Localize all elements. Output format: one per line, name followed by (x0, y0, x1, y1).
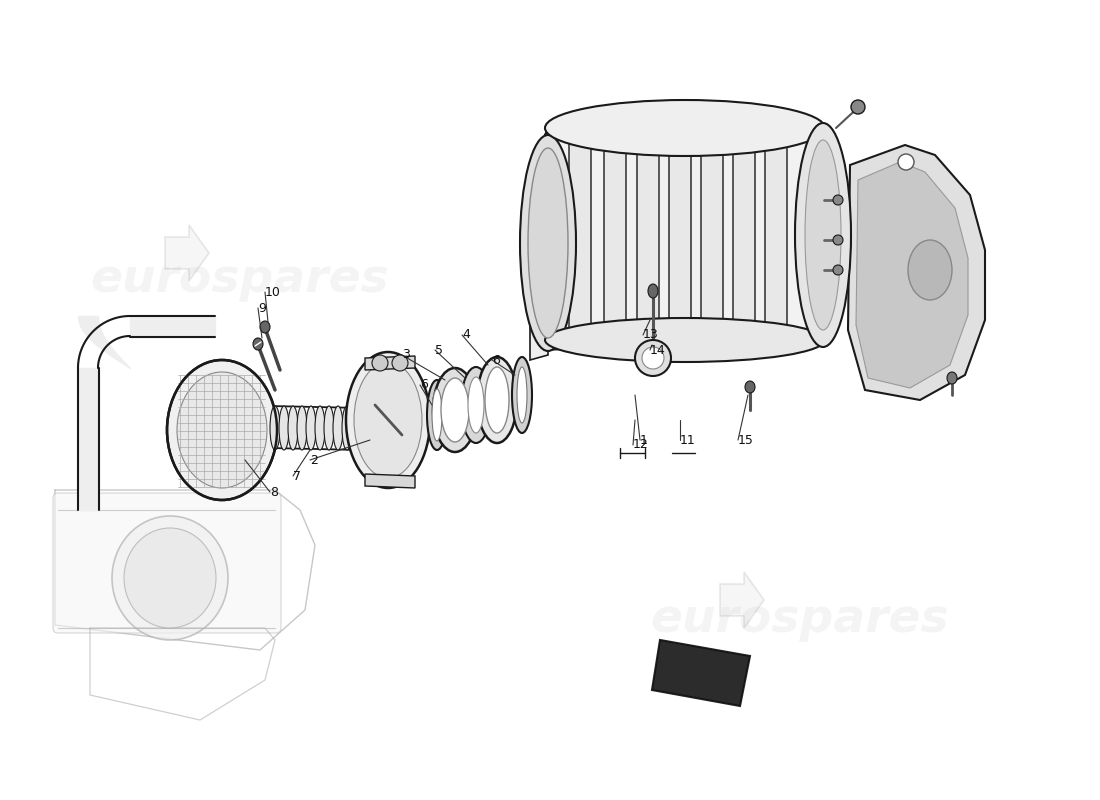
Ellipse shape (805, 140, 842, 330)
Polygon shape (530, 250, 548, 360)
Text: 5: 5 (434, 343, 443, 357)
Ellipse shape (288, 406, 298, 450)
Ellipse shape (432, 389, 442, 441)
Ellipse shape (898, 154, 914, 170)
Ellipse shape (427, 380, 447, 450)
Text: 7: 7 (293, 470, 301, 482)
Ellipse shape (112, 516, 228, 640)
Text: 6: 6 (420, 378, 428, 391)
Polygon shape (544, 125, 825, 350)
Text: 2: 2 (310, 454, 318, 466)
Text: 8: 8 (270, 486, 278, 498)
Ellipse shape (177, 372, 267, 488)
Text: 15: 15 (738, 434, 754, 446)
Ellipse shape (635, 340, 671, 376)
Ellipse shape (851, 100, 865, 114)
Ellipse shape (485, 367, 509, 433)
Polygon shape (544, 110, 825, 340)
Ellipse shape (124, 528, 216, 628)
Ellipse shape (167, 360, 277, 500)
Ellipse shape (441, 378, 469, 442)
FancyBboxPatch shape (701, 128, 723, 340)
Ellipse shape (297, 406, 307, 450)
Ellipse shape (342, 406, 352, 450)
Ellipse shape (315, 406, 324, 450)
FancyBboxPatch shape (604, 131, 626, 337)
FancyBboxPatch shape (53, 493, 280, 633)
Polygon shape (720, 572, 764, 628)
Text: 11: 11 (680, 434, 695, 446)
Polygon shape (848, 145, 984, 400)
Ellipse shape (392, 355, 408, 371)
Text: eurospares: eurospares (90, 258, 389, 302)
Text: 3: 3 (402, 349, 410, 362)
Ellipse shape (520, 135, 576, 351)
Polygon shape (652, 640, 750, 706)
Ellipse shape (270, 406, 280, 450)
Ellipse shape (468, 377, 484, 433)
Ellipse shape (306, 406, 316, 450)
Ellipse shape (477, 357, 517, 443)
Ellipse shape (354, 362, 422, 478)
Ellipse shape (833, 265, 843, 275)
Ellipse shape (512, 357, 532, 433)
Text: 10: 10 (265, 286, 280, 298)
FancyBboxPatch shape (733, 131, 755, 337)
Ellipse shape (517, 367, 527, 423)
Ellipse shape (544, 318, 825, 362)
Ellipse shape (528, 148, 568, 338)
Text: 1: 1 (640, 434, 648, 446)
Ellipse shape (279, 406, 289, 450)
FancyBboxPatch shape (637, 128, 659, 340)
Ellipse shape (253, 338, 263, 350)
Ellipse shape (833, 195, 843, 205)
Ellipse shape (372, 355, 388, 371)
Polygon shape (365, 474, 415, 488)
Ellipse shape (351, 406, 361, 450)
FancyBboxPatch shape (669, 125, 691, 343)
Ellipse shape (642, 347, 664, 369)
Ellipse shape (324, 406, 334, 450)
Ellipse shape (544, 100, 825, 156)
Text: 9: 9 (258, 302, 266, 314)
Ellipse shape (433, 368, 477, 452)
Polygon shape (165, 225, 209, 281)
Ellipse shape (795, 123, 851, 347)
Ellipse shape (947, 372, 957, 384)
Ellipse shape (908, 240, 952, 300)
Polygon shape (365, 356, 415, 370)
Ellipse shape (346, 352, 430, 488)
Ellipse shape (333, 406, 343, 450)
Ellipse shape (461, 367, 491, 443)
Text: 12: 12 (632, 438, 649, 451)
Ellipse shape (648, 284, 658, 298)
Polygon shape (856, 162, 968, 388)
Text: 6: 6 (492, 354, 499, 366)
Text: 13: 13 (644, 329, 659, 342)
Text: 14: 14 (650, 343, 666, 357)
Ellipse shape (745, 381, 755, 393)
Text: eurospares: eurospares (651, 598, 949, 642)
Ellipse shape (260, 321, 270, 333)
Ellipse shape (833, 235, 843, 245)
Text: 4: 4 (462, 329, 470, 342)
FancyBboxPatch shape (569, 134, 591, 334)
FancyBboxPatch shape (764, 134, 786, 334)
